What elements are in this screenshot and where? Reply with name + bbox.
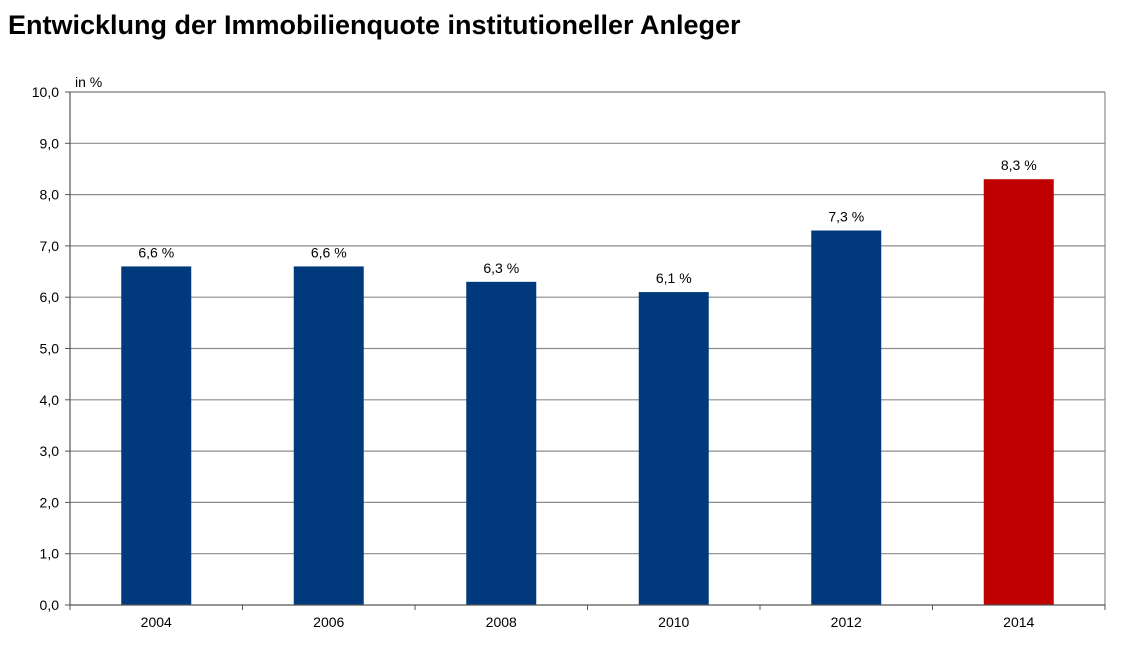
y-tick-label: 3,0 — [40, 443, 60, 459]
bar — [121, 266, 192, 605]
bars — [121, 179, 1054, 605]
bar — [811, 230, 882, 605]
data-label: 6,1 % — [656, 270, 692, 286]
x-tick-label: 2012 — [831, 614, 862, 630]
x-tick-label: 2014 — [1003, 614, 1034, 630]
data-labels: 6,6 % 6,6 % 6,3 % 6,1 % 7,3 % 8,3 % — [138, 157, 1036, 286]
bar — [983, 179, 1054, 605]
x-tick-labels: 2004 2006 2008 2010 2012 2014 — [141, 614, 1035, 630]
bar — [638, 292, 709, 605]
x-tick-label: 2004 — [141, 614, 172, 630]
y-tick-label: 9,0 — [40, 135, 60, 151]
bar — [293, 266, 364, 605]
chart-title: Entwicklung der Immobilienquote institut… — [8, 10, 741, 40]
x-tick-label: 2006 — [313, 614, 344, 630]
y-tick-label: 10,0 — [32, 84, 59, 100]
x-tick-label: 2010 — [658, 614, 689, 630]
y-tick-label: 7,0 — [40, 238, 60, 254]
data-label: 8,3 % — [1001, 157, 1037, 173]
data-label: 6,6 % — [311, 244, 347, 260]
y-tick-label: 5,0 — [40, 341, 60, 357]
axes — [65, 91, 1106, 610]
data-label: 7,3 % — [828, 209, 864, 225]
x-tick-label: 2008 — [486, 614, 517, 630]
y-tick-label: 0,0 — [40, 597, 60, 613]
y-tick-label: 6,0 — [40, 289, 60, 305]
y-tick-label: 4,0 — [40, 392, 60, 408]
data-label: 6,3 % — [483, 260, 519, 276]
gridlines — [70, 91, 1105, 555]
y-tick-labels: 0,0 1,0 2,0 3,0 4,0 5,0 6,0 7,0 8,0 9,0 10,0 — [32, 84, 59, 613]
unit-label: in % — [75, 74, 102, 90]
y-tick-label: 2,0 — [40, 494, 60, 510]
data-label: 6,6 % — [138, 244, 174, 260]
y-tick-label: 1,0 — [40, 546, 60, 562]
bar — [466, 281, 537, 605]
y-tick-label: 8,0 — [40, 187, 60, 203]
